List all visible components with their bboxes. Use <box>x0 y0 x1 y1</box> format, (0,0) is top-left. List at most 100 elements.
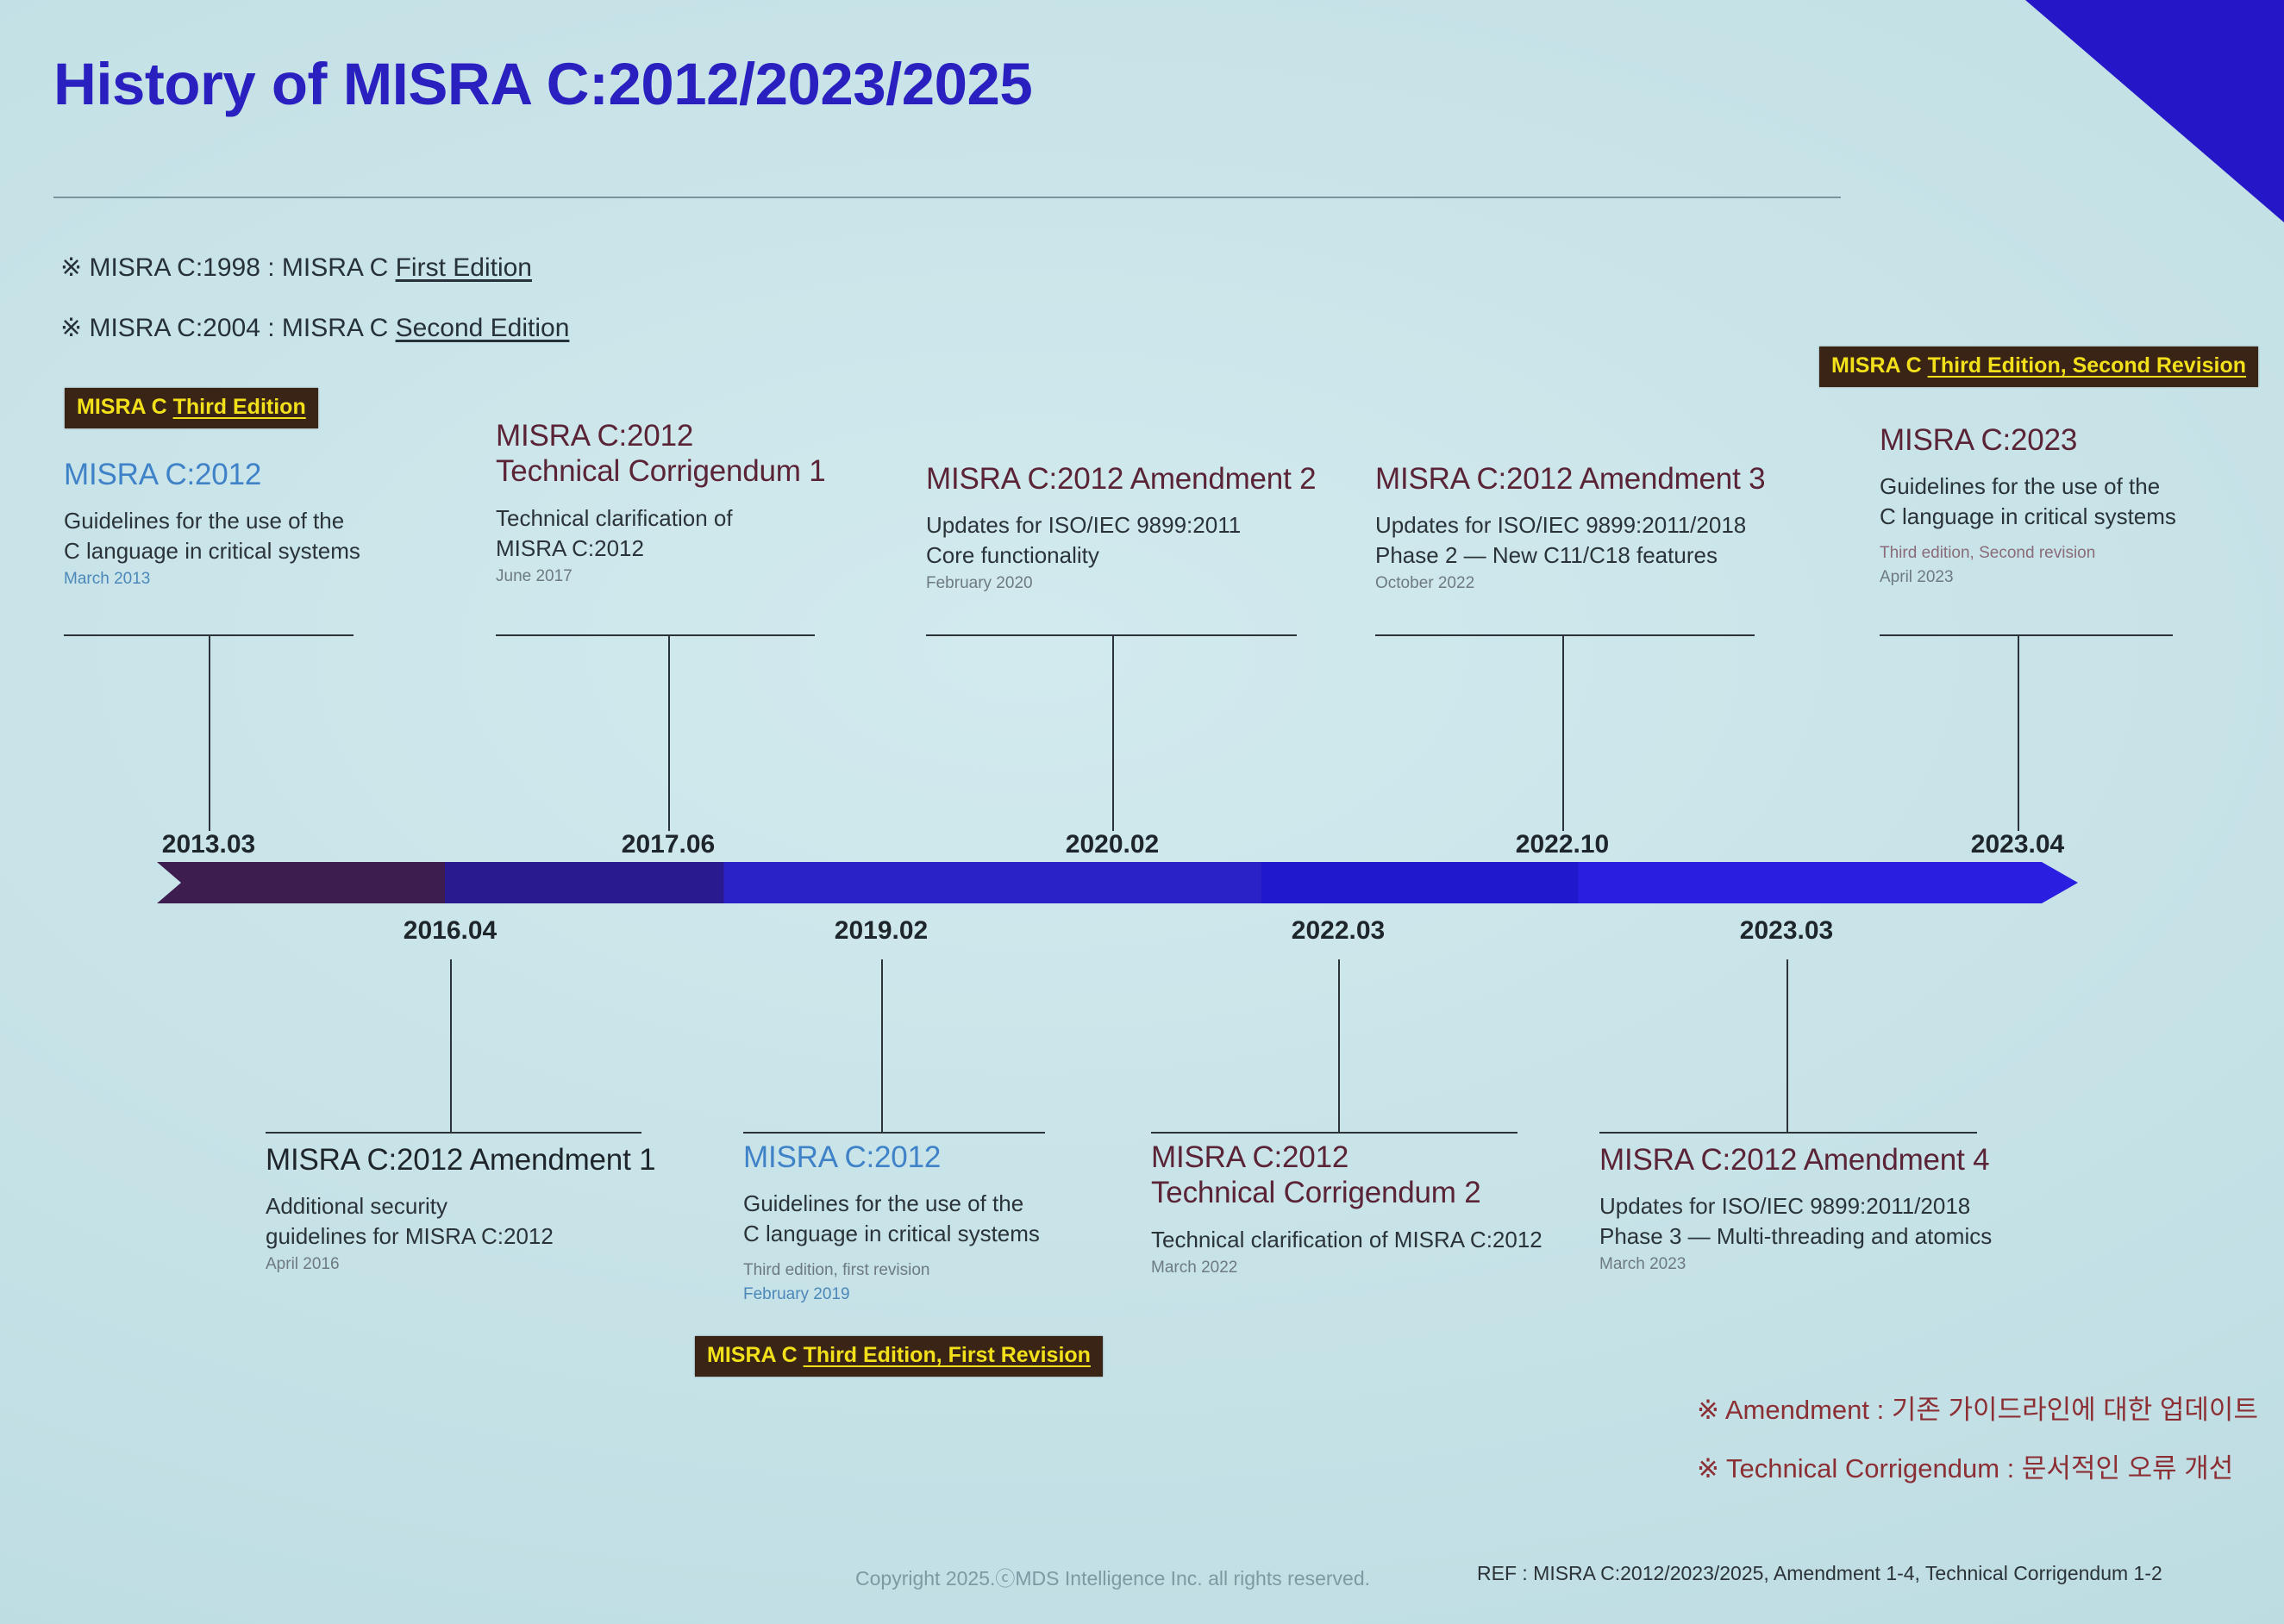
milestone-card-technical-corrigendum-2: MISRA C:2012 Technical Corrigendum 2 Tec… <box>1151 1140 1556 1277</box>
card-desc: Updates for ISO/IEC 9899:2011/2018 Phase… <box>1375 510 1763 571</box>
tick-3 <box>1112 812 1114 831</box>
legend-technical-corrigendum: ※ Technical Corrigendum : 문서적인 오류 개선 <box>1697 1453 2234 1483</box>
card-title-line2: Technical Corrigendum 2 <box>1151 1176 1481 1210</box>
card-title-line1: MISRA C:2023 <box>1880 423 2078 457</box>
milestone-card-misra-c-2012-2019: MISRA C:2012 Guidelines for the use of t… <box>743 1140 1088 1304</box>
card-date: April 2016 <box>266 1255 340 1274</box>
badge-second-revision-lead: MISRA C <box>1831 353 1928 378</box>
card-rule-4 <box>1375 634 1755 636</box>
card-rule-b3 <box>1151 1132 1517 1134</box>
card-dropline-b2 <box>881 959 883 1132</box>
card-rule-5 <box>1880 634 2173 636</box>
note-2-underlined: Second Edition <box>395 314 570 342</box>
milestone-card-amendment-2: MISRA C:2012 Amendment 2 Updates for ISO… <box>926 461 1317 593</box>
timeline-date-2022-03: 2022.03 <box>1291 916 1386 945</box>
card-desc: Updates for ISO/IEC 9899:2011 Core funct… <box>926 510 1305 571</box>
tick-2 <box>668 812 670 831</box>
milestone-card-misra-c-2012-2013: MISRA C:2012 Guidelines for the use of t… <box>64 457 374 589</box>
card-desc: Technical clarification of MISRA C:2012 <box>1151 1225 1556 1255</box>
card-dropline-b4 <box>1787 959 1788 1132</box>
milestone-card-amendment-1: MISRA C:2012 Amendment 1 Additional secu… <box>266 1142 656 1274</box>
card-desc: Technical clarification of MISRA C:2012 <box>496 503 841 564</box>
timeline-date-2017-06: 2017.06 <box>621 830 716 859</box>
page-title: History of MISRA C:2012/2023/2025 <box>53 51 1033 117</box>
card-dropline-3 <box>1112 634 1114 812</box>
card-desc: Additional security guidelines for MISRA… <box>266 1191 654 1252</box>
badge-third-edition-first-revision: MISRA C Third Edition, First Revision <box>695 1336 1103 1377</box>
timeline-date-2023-03: 2023.03 <box>1739 916 1834 945</box>
card-title-line1: MISRA C:2012 Amendment 1 <box>266 1143 656 1177</box>
milestone-card-amendment-4: MISRA C:2012 Amendment 4 Updates for ISO… <box>1599 1142 2013 1274</box>
title-divider <box>53 197 1841 198</box>
footer-copyright: Copyright 2025.ⓒMDS Intelligence Inc. al… <box>855 1567 1371 1590</box>
card-title-line1: MISRA C:2012 Amendment 4 <box>1599 1143 1990 1177</box>
note-1-underlined: First Edition <box>395 253 532 282</box>
card-desc-line1: Guidelines for the use of the <box>1880 473 2161 500</box>
card-title-line1: MISRA C:2012 <box>64 458 262 491</box>
timeline-date-2019-02: 2019.02 <box>834 916 929 945</box>
note-misra-1998: ※ MISRA C:1998 : MISRA C First Edition <box>60 253 532 283</box>
card-desc-line1: Technical clarification of <box>496 504 733 531</box>
milestone-card-amendment-3: MISRA C:2012 Amendment 3 Updates for ISO… <box>1375 461 1766 593</box>
card-title-line1: MISRA C:2012 <box>496 419 694 453</box>
tick-1 <box>209 812 210 831</box>
badge-third-edition-lead: MISRA C <box>77 395 173 419</box>
note-2-prefix: ※ MISRA C:2004 : MISRA C <box>60 314 396 342</box>
note-1-prefix: ※ MISRA C:1998 : MISRA C <box>60 253 396 282</box>
card-desc-line1: Additional security <box>266 1193 447 1220</box>
card-date: February 2020 <box>926 574 1033 593</box>
badge-third-edition-underlined: Third Edition <box>172 395 306 419</box>
card-date: March 2013 <box>64 570 151 589</box>
card-desc-line1: Updates for ISO/IEC 9899:2011/2018 <box>1375 512 1747 539</box>
timeline-date-2013-03: 2013.03 <box>161 830 256 859</box>
card-rule-3 <box>926 634 1297 636</box>
card-dropline-4 <box>1562 634 1564 812</box>
card-desc: Guidelines for the use of the C language… <box>743 1189 1088 1249</box>
card-date: March 2022 <box>1151 1258 1238 1277</box>
card-desc-line2: Phase 3 — Multi-threading and atomics <box>1599 1223 1993 1250</box>
legend-amendment: ※ Amendment : 기존 가이드라인에 대한 업데이트 <box>1697 1395 2258 1425</box>
card-desc-line1: Technical clarification of MISRA C:2012 <box>1151 1226 1542 1252</box>
footer-reference: REF : MISRA C:2012/2023/2025, Amendment … <box>1477 1562 2162 1584</box>
timeline-date-2016-04: 2016.04 <box>403 916 497 945</box>
badge-third-edition: MISRA C Third Edition <box>65 388 318 428</box>
card-desc-line2: Core functionality <box>926 542 1099 569</box>
card-title-line2: Technical Corrigendum 1 <box>496 454 826 489</box>
card-dropline-b3 <box>1338 959 1340 1132</box>
card-title-line1: MISRA C:2012 <box>1151 1140 1349 1174</box>
badge-first-revision-underlined: Third Edition, First Revision <box>803 1343 1091 1367</box>
card-desc-line1: Updates for ISO/IEC 9899:2011/2018 <box>1599 1193 1971 1220</box>
tick-5 <box>2018 812 2019 831</box>
card-dropline-b1 <box>450 959 452 1132</box>
card-title-line1: MISRA C:2012 <box>743 1140 942 1174</box>
card-desc-line2: guidelines for MISRA C:2012 <box>266 1223 554 1250</box>
card-rule-b2 <box>743 1132 1045 1134</box>
card-dropline-5 <box>2018 634 2019 812</box>
card-dropline-1 <box>209 634 210 812</box>
card-date: March 2023 <box>1599 1255 1686 1274</box>
card-desc-line2: C language in critical systems <box>743 1221 1040 1247</box>
card-date: October 2022 <box>1375 574 1475 593</box>
card-desc: Updates for ISO/IEC 9899:2011/2018 Phase… <box>1599 1191 2013 1252</box>
card-desc-line2: C language in critical systems <box>64 538 360 565</box>
card-sub: Third edition, Second revision <box>1880 544 2096 563</box>
card-desc-line1: Guidelines for the use of the <box>743 1190 1024 1217</box>
card-desc-line1: Guidelines for the use of the <box>64 508 345 534</box>
card-date: February 2019 <box>743 1285 850 1304</box>
card-rule-b1 <box>266 1132 641 1134</box>
milestone-card-misra-c-2023: MISRA C:2023 Guidelines for the use of t… <box>1880 422 2225 587</box>
card-date: April 2023 <box>1880 568 1954 587</box>
note-misra-2004: ※ MISRA C:2004 : MISRA C Second Edition <box>60 313 569 343</box>
card-sub: Third edition, first revision <box>743 1261 930 1280</box>
badge-third-edition-second-revision: MISRA C Third Edition, Second Revision <box>1819 347 2259 387</box>
timeline-bar-fill <box>157 862 2078 903</box>
card-rule-2 <box>496 634 815 636</box>
card-title-line1: MISRA C:2012 Amendment 2 <box>926 462 1317 496</box>
card-desc-line2: C language in critical systems <box>1880 503 2176 530</box>
timeline-date-2020-02: 2020.02 <box>1065 830 1160 859</box>
timeline-date-2022-10: 2022.10 <box>1515 830 1610 859</box>
card-desc: Guidelines for the use of the C language… <box>64 506 374 566</box>
card-title-line1: MISRA C:2012 Amendment 3 <box>1375 462 1766 496</box>
timeline-date-2023-04: 2023.04 <box>1970 830 2065 859</box>
